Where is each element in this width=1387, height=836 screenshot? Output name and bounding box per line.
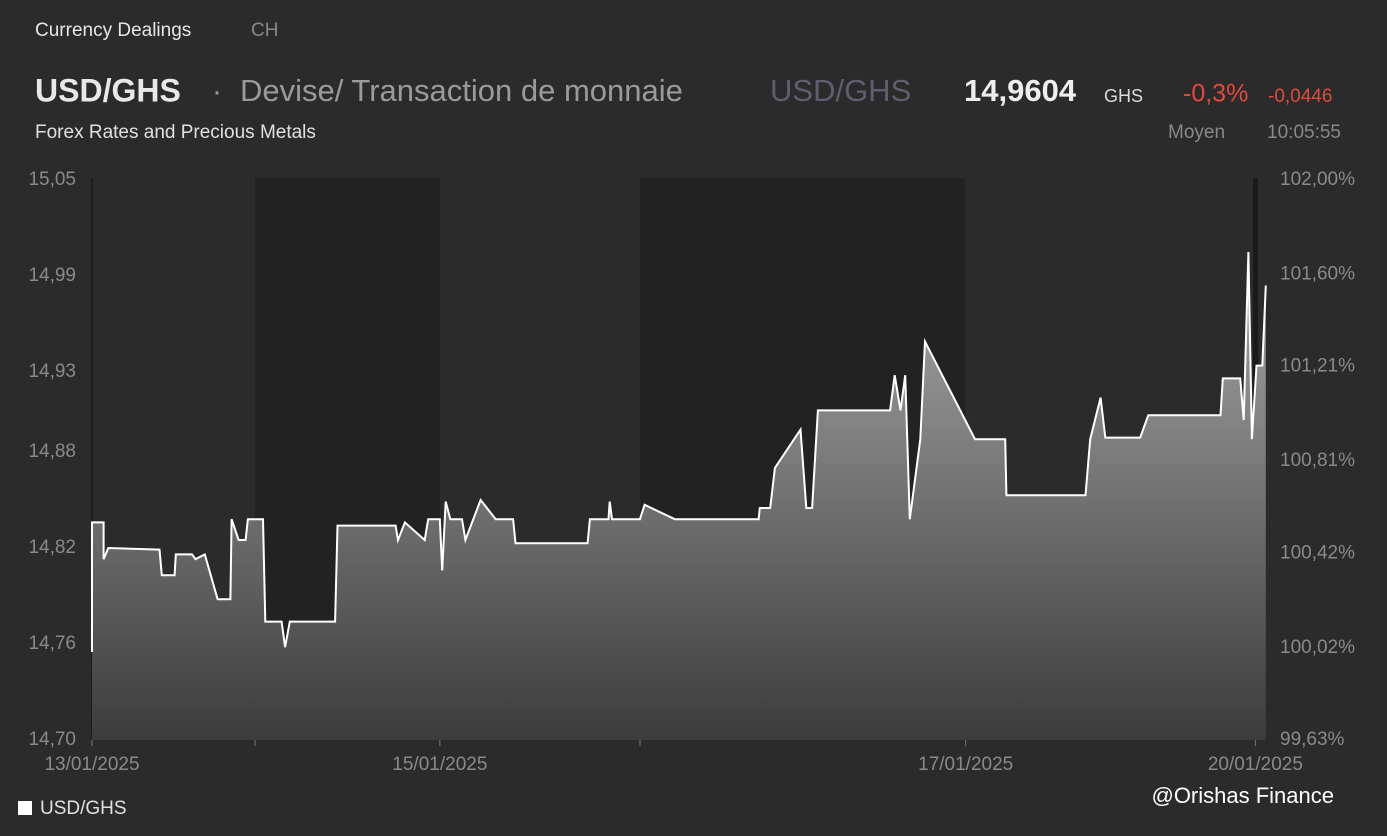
y-tick-label: 14,88	[28, 441, 76, 462]
instrument: Devise/ Transaction de monnaie	[240, 73, 683, 108]
subtitle: Forex Rates and Precious Metals	[35, 122, 316, 143]
time: 10:05:55	[1267, 122, 1341, 143]
y2-tick-label: 99,63%	[1280, 729, 1345, 750]
y2-tick-label: 100,81%	[1280, 450, 1355, 471]
x-tick-label: 20/01/2025	[1208, 754, 1303, 775]
change-pct: -0,3%	[1183, 80, 1248, 108]
y-tick-label: 14,99	[28, 265, 76, 286]
line	[91, 251, 1267, 652]
legend-label[interactable]: USD/GHS	[40, 798, 127, 819]
y2-tick-label: 100,02%	[1280, 637, 1355, 658]
change-abs: -0,0446	[1268, 86, 1332, 107]
y2-tick-label: 101,21%	[1280, 356, 1355, 377]
y2-tick-label: 101,60%	[1280, 264, 1355, 285]
symbol: USD/GHS	[35, 72, 181, 108]
y-tick-label: 14,70	[28, 729, 76, 750]
x-tick-label: 17/01/2025	[918, 754, 1013, 775]
separator: ·	[212, 75, 222, 108]
y-tick-label: 14,76	[28, 633, 76, 654]
x-tick-label: 13/01/2025	[44, 754, 139, 775]
y-tick-label: 14,93	[28, 361, 76, 382]
region[interactable]: CH	[251, 20, 278, 41]
area	[92, 252, 1266, 740]
x-tick-label: 15/01/2025	[392, 754, 487, 775]
source[interactable]: Currency Dealings	[35, 20, 191, 41]
y2-tick-label: 100,42%	[1280, 542, 1355, 563]
legend-swatch	[18, 801, 32, 815]
watermark: @Orishas Finance	[1151, 783, 1334, 808]
price: 14,9604	[964, 73, 1077, 108]
y-tick-label: 15,05	[28, 169, 76, 190]
currency: GHS	[1104, 86, 1143, 106]
y-tick-label: 14,82	[28, 537, 76, 558]
symbol-alt: USD/GHS	[770, 73, 911, 108]
y2-tick-label: 102,00%	[1280, 169, 1355, 190]
price-type: Moyen	[1168, 122, 1225, 143]
